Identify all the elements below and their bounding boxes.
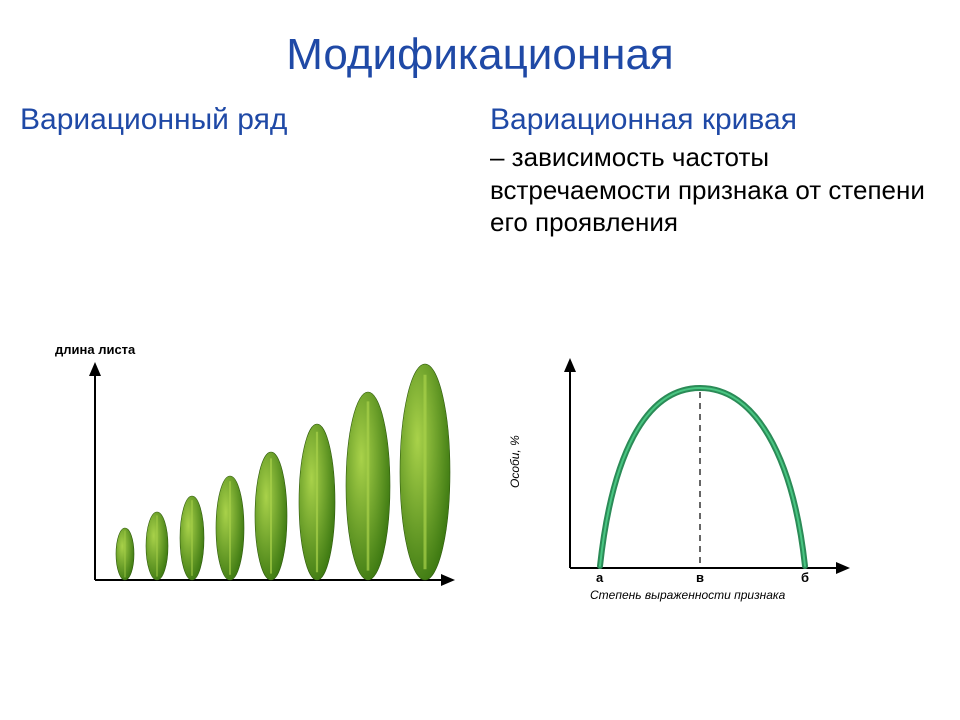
right-heading: Вариационная кривая bbox=[490, 100, 950, 139]
leaf-svg bbox=[55, 360, 455, 610]
curve-y-axis-label: Особи, % bbox=[508, 435, 522, 488]
left-heading: Вариационный ряд bbox=[20, 100, 480, 139]
curve-tick-label: б bbox=[801, 570, 809, 585]
column-right: Вариационная кривая – зависимость частот… bbox=[480, 100, 950, 239]
page-title: Модификационная bbox=[0, 0, 960, 100]
right-definition: – зависимость частоты встречаемости приз… bbox=[490, 141, 950, 239]
variation-series-chart bbox=[55, 360, 455, 610]
curve-tick-label: в bbox=[696, 570, 704, 585]
leaf-axis-label: длина листа bbox=[55, 342, 135, 357]
column-left: Вариационный ряд bbox=[10, 100, 480, 239]
content-columns: Вариационный ряд Вариационная кривая – з… bbox=[0, 100, 960, 239]
curve-tick-label: а bbox=[596, 570, 603, 585]
variation-curve-chart: Особи, % Степень выраженности признака а… bbox=[540, 358, 900, 618]
curve-x-axis-label: Степень выраженности признака bbox=[590, 588, 785, 602]
